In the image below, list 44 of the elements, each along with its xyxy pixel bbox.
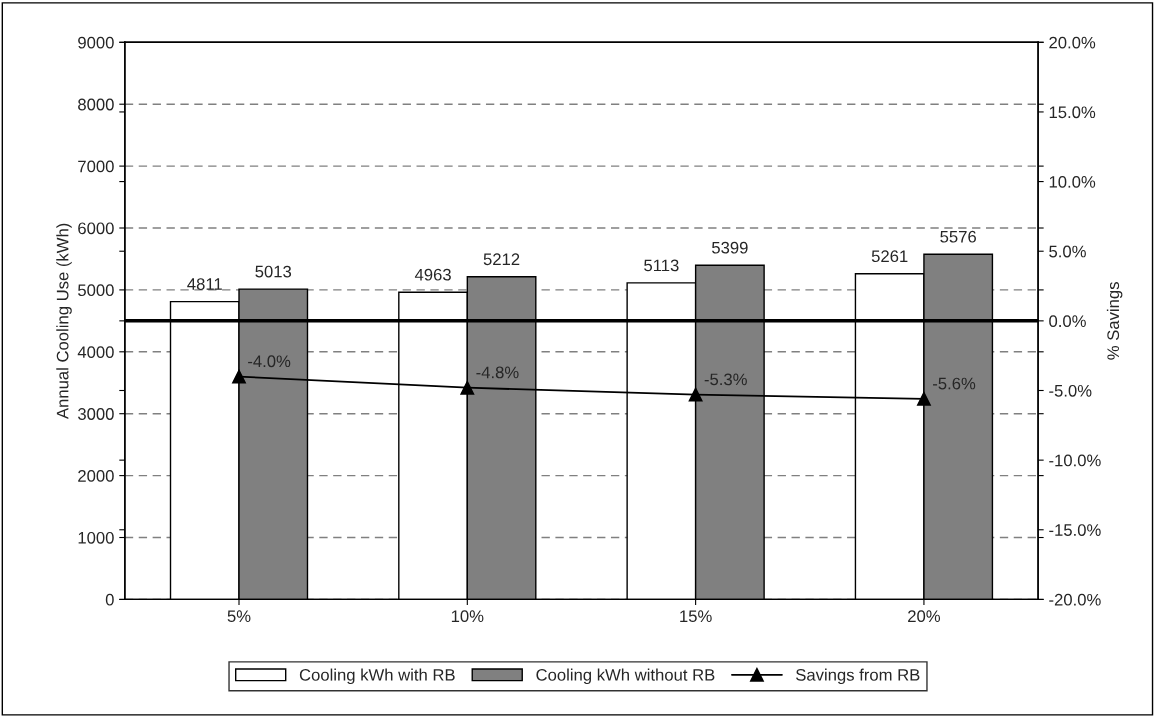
x-tick-label: 20% [908,610,941,623]
y-axis-title: Annual Cooling Use (kWh) [56,223,72,420]
legend-label: Cooling kWh without RB [536,668,715,685]
y2-tick-label: -15.0% [1049,524,1101,536]
legend-label: Cooling kWh with RB [299,668,455,685]
data-label: -4.0% [248,355,291,368]
y-tick-label: 7000 [78,160,114,173]
data-label: 5399 [712,241,748,254]
y-tick-label: 3000 [77,408,114,420]
point [916,391,931,406]
data-label: 5576 [940,230,976,243]
y-tick-label: 4000 [77,346,114,359]
legend-label: Savings from RB [796,668,920,685]
y-tick-label: 5000 [78,284,114,297]
data-label: -5.3% [704,373,747,386]
y-tick-label: 8000 [78,98,114,111]
data-label: 5013 [255,265,292,278]
y2-tick-label: -5.0% [1049,384,1092,397]
y2-tick-label: 20.0% [1049,36,1096,49]
y2-tick-label: -10.0% [1049,454,1101,467]
x-tick-label: 10% [451,610,484,623]
x-tick-label: 5% [227,610,251,623]
y-tick-label: 1000 [78,531,114,544]
y2-tick-label: 10.0% [1049,175,1096,188]
point [232,369,246,384]
y-tick-label: 2000 [78,470,114,482]
y-tick-label: 9000 [78,36,114,49]
y2-tick-label: 15.0% [1049,106,1096,119]
point [688,387,703,402]
data-label: -4.8% [476,366,519,379]
data-label: -5.6% [933,377,976,390]
y2-tick-label: 5.0% [1049,245,1086,258]
data-label: 4811 [187,278,222,290]
y-tick-label: 6000 [78,222,114,235]
data-label: 4963 [414,268,451,281]
point [460,380,475,395]
x-tick-label: 15% [680,610,712,623]
y-tick-label: 0 [105,593,114,606]
data-label: 5261 [871,250,908,263]
data-label: 5212 [483,253,520,266]
y2-tick-label: -20.0% [1049,593,1101,606]
data-label: 5113 [644,259,679,272]
y2-tick-label: 0.0% [1049,315,1086,328]
y2-axis-title: % Savings [1106,282,1123,360]
